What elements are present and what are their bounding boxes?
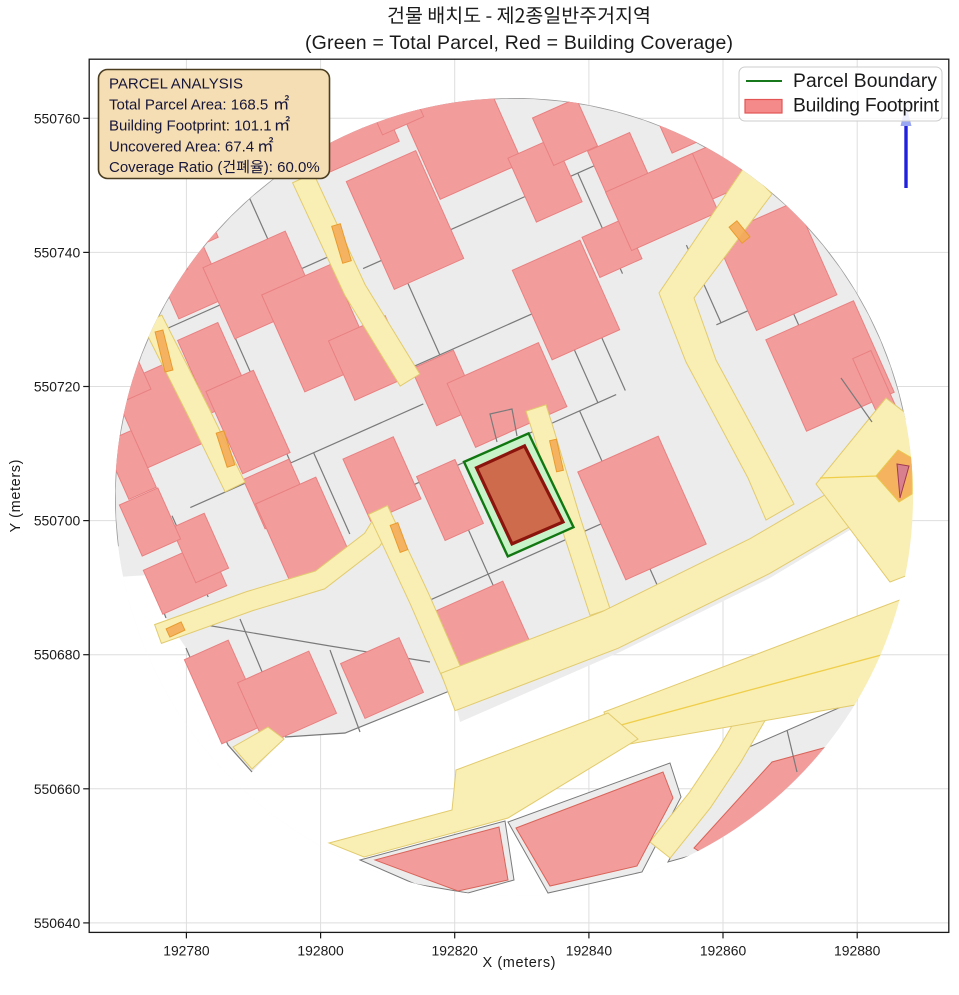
svg-text:192780: 192780 xyxy=(163,942,210,958)
svg-text:): 60.0%: ): 60.0% xyxy=(264,159,320,176)
svg-text:550660: 550660 xyxy=(34,781,81,797)
svg-text:192860: 192860 xyxy=(700,942,747,958)
svg-text:550760: 550760 xyxy=(34,110,81,126)
svg-text:Y (meters): Y (meters) xyxy=(8,460,24,533)
svg-text:550700: 550700 xyxy=(34,513,81,529)
svg-text:Parcel Boundary: Parcel Boundary xyxy=(793,71,937,92)
svg-text:Building Footprint: Building Footprint xyxy=(793,96,940,117)
svg-text:192840: 192840 xyxy=(566,942,613,958)
svg-text:X (meters): X (meters) xyxy=(483,955,556,971)
svg-text:Uncovered Area: 67.4: Uncovered Area: 67.4 xyxy=(109,139,254,156)
svg-text:192880: 192880 xyxy=(834,942,881,958)
svg-text:550680: 550680 xyxy=(34,647,81,663)
svg-text:192800: 192800 xyxy=(297,942,344,958)
svg-text:Total Parcel Area: 168.5: Total Parcel Area: 168.5 xyxy=(109,97,268,114)
svg-text:Coverage Ratio (: Coverage Ratio ( xyxy=(109,159,222,176)
svg-text:Building Footprint: 101.1: Building Footprint: 101.1 xyxy=(109,118,272,135)
svg-text:550640: 550640 xyxy=(34,915,81,931)
svg-text:(Green = Total Parcel, Red = B: (Green = Total Parcel, Red = Building Co… xyxy=(305,32,733,54)
svg-text:PARCEL ANALYSIS: PARCEL ANALYSIS xyxy=(109,76,243,93)
svg-text:192820: 192820 xyxy=(432,942,479,958)
svg-text:550740: 550740 xyxy=(34,244,81,260)
svg-text:550720: 550720 xyxy=(34,379,81,395)
